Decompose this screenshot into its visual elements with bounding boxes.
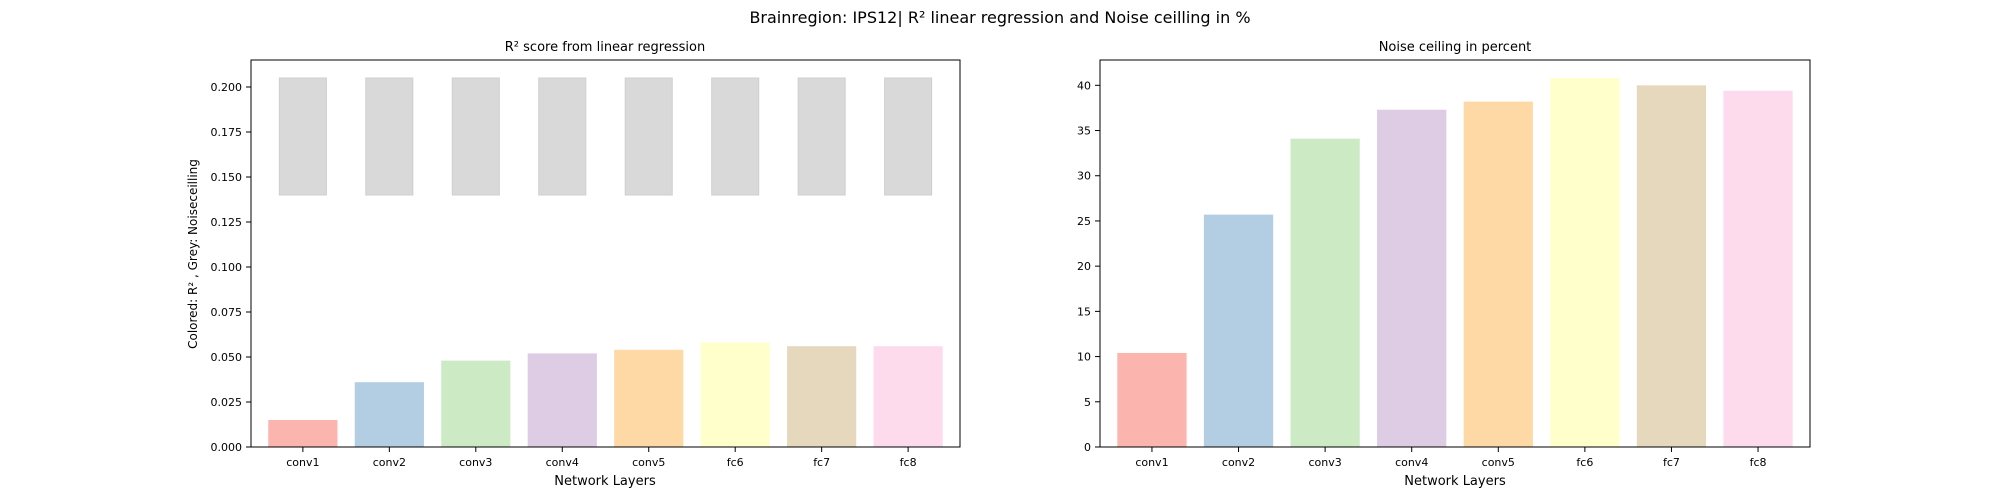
left-noise-bar-conv5: [624, 77, 673, 196]
right-xtick-label: fc8: [1750, 456, 1767, 469]
left-ytick-label: 0.000: [211, 441, 243, 454]
left-noise-bar-conv2: [365, 77, 414, 196]
right-xtick-label: fc6: [1576, 456, 1593, 469]
left-noise-bar-conv4: [538, 77, 587, 196]
right-ytick-label: 35: [1077, 125, 1091, 138]
left-bar-conv2: [354, 382, 424, 447]
right-bar-conv1: [1117, 352, 1187, 447]
right-chart: Noise ceiling in percent Network Layers …: [1077, 40, 1811, 489]
left-bar-conv3: [441, 360, 511, 447]
right-xtick-label: conv5: [1482, 456, 1515, 469]
right-chart-title: Noise ceiling in percent: [1379, 40, 1532, 55]
right-ytick-label: 5: [1084, 396, 1091, 409]
right-bar-conv2: [1203, 214, 1274, 447]
left-xtick-label: conv4: [546, 456, 579, 469]
right-ytick-label: 0: [1084, 441, 1091, 454]
left-xtick-label: conv2: [373, 456, 406, 469]
left-chart-title: R² score from linear regression: [505, 40, 705, 55]
left-chart-ylabel: Colored: R² , Grey: Noiseceilling: [186, 159, 200, 349]
left-axes-frame: [250, 59, 961, 448]
left-ytick-label: 0.100: [211, 261, 243, 274]
right-ytick-label: 25: [1077, 215, 1091, 228]
right-ytick-label: 10: [1077, 351, 1091, 364]
right-ytick-label: 40: [1077, 79, 1091, 92]
left-xtick-label: conv1: [286, 456, 319, 469]
right-xtick-label: fc7: [1663, 456, 1680, 469]
right-bar-conv5: [1463, 101, 1533, 448]
left-bar-conv4: [527, 353, 597, 447]
right-xtick-label: conv1: [1135, 456, 1168, 469]
left-ytick-label: 0.125: [211, 216, 243, 229]
figure-title: Brainregion: IPS12| R² linear regression…: [749, 8, 1251, 27]
left-bar-conv5: [614, 349, 684, 447]
right-bar-fc6: [1550, 78, 1620, 448]
right-bar-fc7: [1636, 85, 1707, 448]
left-ytick-label: 0.200: [211, 81, 243, 94]
left-noise-bar-conv1: [278, 77, 327, 196]
left-noise-bar-fc6: [711, 77, 760, 196]
left-noise-bar-fc7: [797, 77, 846, 196]
right-bar-conv4: [1377, 109, 1447, 447]
left-xtick-label: fc8: [900, 456, 917, 469]
right-bar-fc8: [1723, 90, 1793, 448]
left-ytick-label: 0.150: [211, 171, 243, 184]
right-chart-xlabel: Network Layers: [1404, 474, 1506, 489]
left-ytick-label: 0.025: [211, 396, 243, 409]
right-bar-conv3: [1290, 138, 1360, 447]
left-noise-bar-conv3: [451, 77, 500, 196]
left-noise-bar-fc8: [884, 77, 933, 196]
left-chart: R² score from linear regression Colored:…: [186, 40, 961, 489]
right-xtick-label: conv4: [1395, 456, 1428, 469]
right-xtick-label: conv3: [1308, 456, 1341, 469]
left-bar-fc8: [873, 346, 943, 447]
left-ytick-label: 0.175: [211, 126, 243, 139]
left-chart-xlabel: Network Layers: [554, 474, 656, 489]
right-ytick-label: 20: [1077, 260, 1091, 273]
right-xtick-label: conv2: [1222, 456, 1255, 469]
left-xtick-label: fc6: [727, 456, 744, 469]
left-ytick-label: 0.075: [211, 306, 243, 319]
right-ytick-label: 30: [1077, 170, 1091, 183]
left-bar-fc6: [700, 342, 770, 447]
left-xtick-label: fc7: [813, 456, 830, 469]
right-axes-frame: [1099, 59, 1811, 448]
left-xtick-label: conv3: [459, 456, 492, 469]
right-ytick-label: 15: [1077, 305, 1091, 318]
left-bar-conv1: [268, 420, 338, 447]
left-bar-fc7: [787, 346, 857, 447]
left-ytick-label: 0.050: [211, 351, 243, 364]
left-xtick-label: conv5: [632, 456, 665, 469]
